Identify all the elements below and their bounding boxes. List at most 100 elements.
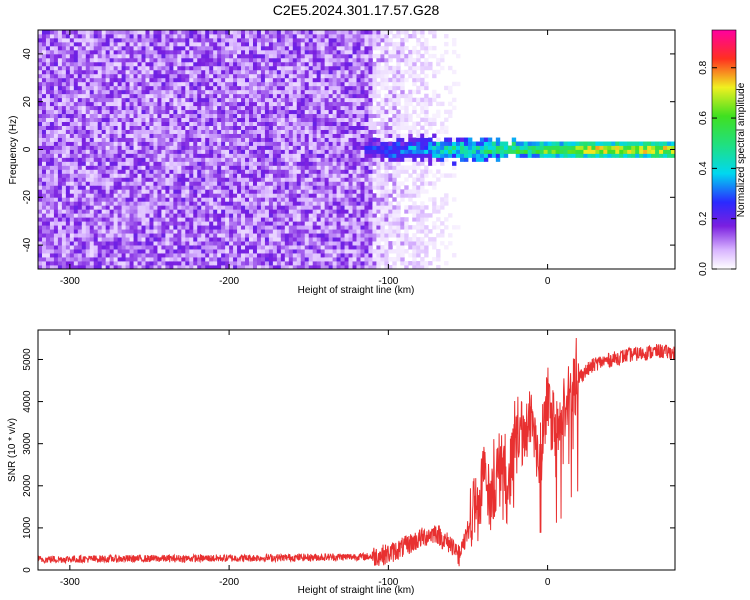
spectrogram-cell [121,169,126,174]
spectrogram-cell [113,229,119,234]
spectrogram-cell [85,153,91,158]
spectrogram-cell [368,225,373,230]
spectrogram-cell [344,177,349,182]
spectrogram-cell [65,209,71,214]
spectrogram-cell [280,33,286,39]
spectrogram-cell [109,49,115,55]
spectrogram-cell [340,185,345,190]
spectrogram-cell [105,241,111,246]
spectrogram-cell [169,229,174,234]
spectrogram-cell [113,177,119,182]
spectrogram-cell [97,197,103,202]
spectrogram-cell [41,77,47,83]
spectrogram-cell [300,33,306,39]
spectrogram-cell [352,73,357,79]
spectrogram-cell [41,129,47,134]
spectrogram-cell [249,125,254,130]
spectrogram-cell [65,33,71,39]
spectrogram-cell [181,121,186,126]
spectrogram-cell [296,161,302,166]
spectrogram-cell [81,69,87,75]
spectrogram-cell [137,93,142,99]
spectrogram-cell [229,77,234,83]
spectrogram-cell [173,49,178,55]
spectrogram-cell [133,177,138,182]
spectrogram-cell [356,137,361,142]
spectrogram-cell [105,53,111,59]
spectrogram-cell [237,97,242,103]
spectrogram-cell [53,165,59,170]
spectrogram-cell [360,149,365,154]
spectrogram-cell [49,225,55,230]
spectrogram-cell [125,53,130,59]
spectrogram-cell [149,97,154,103]
spectrogram-cell [225,241,230,246]
spectrogram-cell [93,161,99,166]
spectrogram-cell [117,49,123,55]
spectrogram-cell [121,65,126,71]
spectrogram-cell [69,69,75,75]
spectrogram-cell [312,205,318,210]
spectrogram-cell [121,201,126,206]
spectrogram-cell [348,153,353,158]
spectrogram-cell [288,45,294,51]
spectrogram-cell [141,165,146,170]
spectrogram-cell [229,41,234,47]
spectrogram-cell [316,121,322,126]
spectrogram-cell [344,157,349,162]
spectrogram-cell [272,109,278,115]
spectrogram-cell [137,205,142,210]
spectrogram-cell [93,77,99,83]
spectrogram-cell [53,45,59,51]
spectrogram-cell [77,45,83,51]
spectrogram-cell [85,73,91,79]
spectrogram-cell [129,37,134,43]
spectrogram-cell [324,97,330,103]
spectrogram-cell [93,185,99,190]
spectrogram-cell [65,201,71,206]
spectrogram-cell [213,189,218,194]
spectrogram-cell [49,69,55,75]
spectrogram-cell [320,237,326,242]
spectrogram-cell [141,65,146,71]
spectrogram-cell [276,113,282,119]
spectrogram-cell [332,121,337,126]
spectrogram-cell [229,53,234,59]
spectrogram-cell [197,81,202,87]
spectrogram-cell [65,89,71,95]
spectrogram-cell [241,121,246,126]
spectrogram-cell [368,205,373,210]
spectrogram-cell [77,77,83,83]
spectrogram-cell [245,117,250,123]
spectrogram-cell [157,185,162,190]
spectrogram-cell [113,117,119,123]
spectrogram-cell [308,253,314,258]
spectrogram-cell [117,45,123,51]
spectrogram-cell [284,165,290,170]
spectrogram-cell [340,169,345,174]
spectrogram-cell [137,233,142,238]
spectrogram-cell [225,205,230,210]
spectrogram-cell [344,245,349,250]
spectrogram-cell [137,105,142,111]
spectrogram-cell [320,157,326,162]
spectrogram-cell [324,49,330,55]
spectrogram-cell [209,93,214,99]
spectrogram-cell [153,257,158,262]
spectrogram-cell [145,125,150,130]
spectrogram-cell [205,209,210,214]
spectrogram-cell [161,41,166,47]
spectrogram-cell [300,81,306,87]
spectrogram-cell [193,217,198,222]
spectrogram-cell [133,85,138,91]
spectrogram-cell [97,189,103,194]
spectrogram-cell [133,189,138,194]
spectrogram-cell [332,109,337,115]
spectrogram-cell [209,257,214,262]
spectrogram-cell [129,213,134,218]
spectrogram-cell [38,185,43,190]
spectrogram-cell [320,265,326,270]
spectrogram-cell [117,117,123,123]
spectrogram-cell [348,109,353,115]
spectrogram-cell [121,261,126,266]
